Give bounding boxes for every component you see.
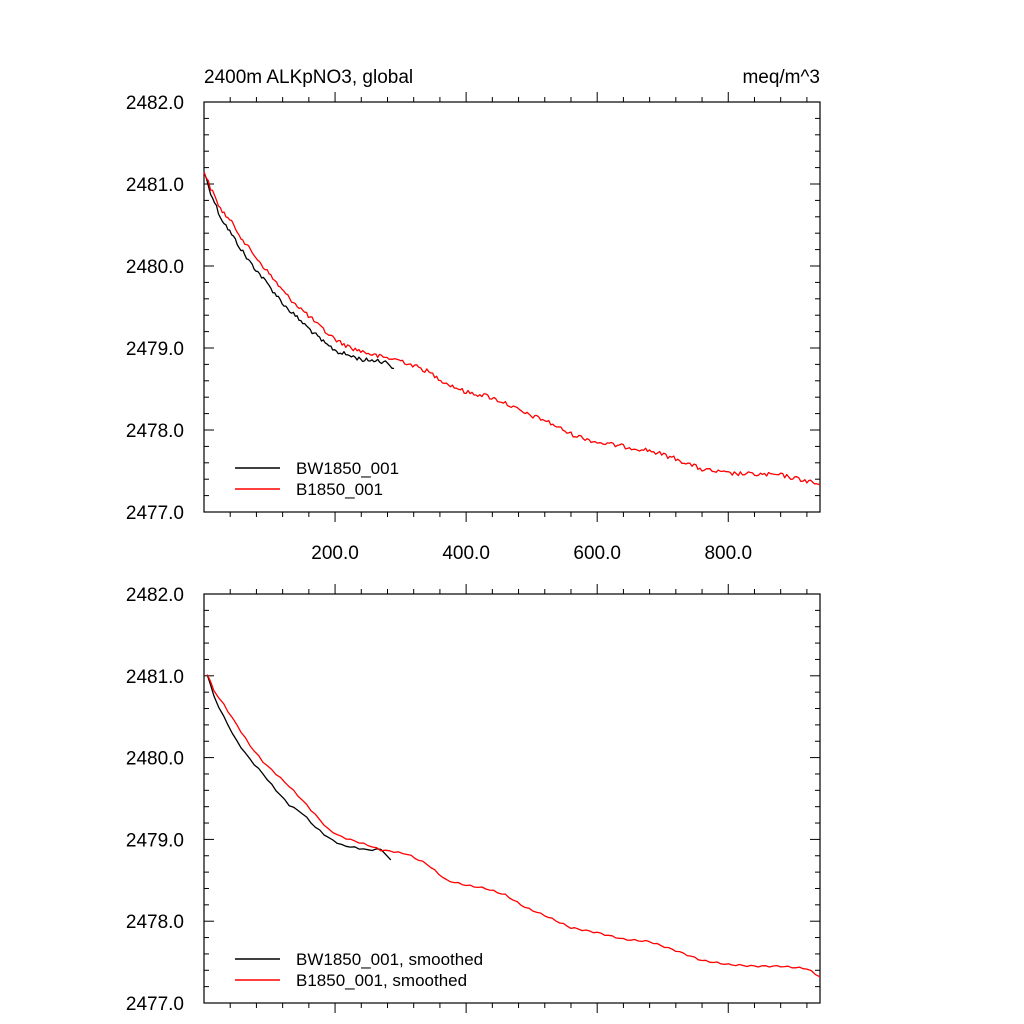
y-tick-label: 2480.0 xyxy=(126,257,184,278)
chart-title: 2400m ALKpNO3, global xyxy=(204,67,413,88)
chart-panel-2: 2482.0 2481.0 2480.0 2479.0 2478.0 2477.0 BW18… xyxy=(126,584,821,1015)
x-tick-label: 600.0 xyxy=(573,543,621,564)
legend-label: B1850_001, smoothed xyxy=(296,971,467,990)
series-line-red xyxy=(203,171,821,486)
y-tick-label: 2480.0 xyxy=(126,749,184,770)
x-tick-label: 400.0 xyxy=(442,543,490,564)
series-line-black xyxy=(203,172,395,370)
y-tick-label: 2481.0 xyxy=(126,667,184,688)
y-tick-label: 2477.0 xyxy=(126,994,184,1015)
plot-frame xyxy=(203,593,821,1004)
x-tick-label: 200.0 xyxy=(311,543,359,564)
plot-frame xyxy=(203,101,821,513)
chart-panel-1: 2482.0 2481.0 2480.0 2479.0 2478.0 2477.0 200.… xyxy=(126,67,821,564)
y-tick-label: 2478.0 xyxy=(126,421,184,442)
x-tick-label: 800.0 xyxy=(704,543,752,564)
y-tick-label: 2477.0 xyxy=(126,503,184,524)
y-tick-label: 2478.0 xyxy=(126,912,184,933)
y-tick-label: 2479.0 xyxy=(126,830,184,851)
y-tick-label: 2481.0 xyxy=(126,175,184,196)
series-line-black xyxy=(206,674,392,861)
legend-label: BW1850_001 xyxy=(296,459,399,478)
series-line-red xyxy=(206,674,821,978)
legend-label: B1850_001 xyxy=(296,480,383,499)
y-tick-label: 2479.0 xyxy=(126,339,184,360)
y-tick-label: 2482.0 xyxy=(126,93,184,114)
legend-label: BW1850_001, smoothed xyxy=(296,950,483,969)
y-tick-label: 2482.0 xyxy=(126,585,184,606)
chart-units: meq/m^3 xyxy=(742,67,820,88)
